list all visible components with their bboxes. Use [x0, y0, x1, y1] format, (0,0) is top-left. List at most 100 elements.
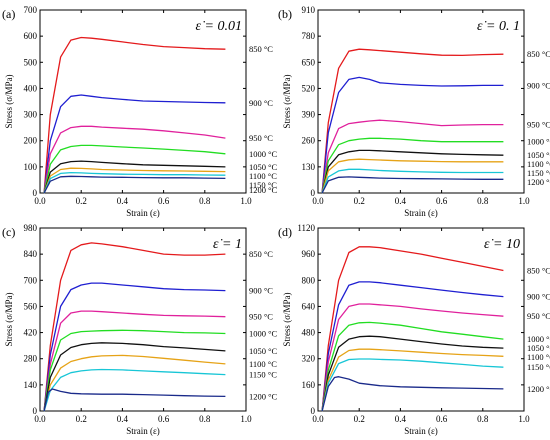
series-line-1150	[43, 368, 226, 412]
y-tick-label: 700	[24, 275, 38, 285]
y-tick-label: 320	[302, 354, 316, 364]
y-tick-label: 910	[302, 5, 316, 15]
x-tick-label: 0.2	[354, 414, 365, 424]
series-label: 850 °C	[249, 249, 273, 259]
series-line-1050	[321, 149, 504, 194]
y-tick-label: 0	[311, 188, 316, 198]
x-tick-label: 0.8	[477, 196, 489, 206]
x-axis-label: Strain (ε)	[404, 426, 438, 436]
y-tick-label: 390	[302, 110, 316, 120]
x-tick-label: 0.2	[76, 196, 87, 206]
x-tick-label: 0.6	[158, 196, 170, 206]
x-tick-label: 0.6	[436, 414, 448, 424]
x-axis-label: Strain (ε)	[126, 426, 160, 436]
series-label: 1150 °C	[527, 362, 550, 372]
y-tick-label: 400	[24, 83, 38, 93]
series-label: 1050 °C	[527, 343, 550, 353]
series-label: 900 °C	[527, 292, 550, 302]
x-tick-label: 0.6	[436, 196, 448, 206]
series-label: 950 °C	[527, 311, 550, 321]
series-line-950	[321, 303, 504, 412]
series-line-1100	[321, 348, 504, 412]
x-tick-label: 1.0	[518, 414, 530, 424]
series-label: 900 °C	[249, 286, 273, 296]
series-label: 1200 °C	[249, 185, 278, 195]
x-tick-label: 1.0	[518, 196, 530, 206]
series-line-950	[43, 310, 226, 412]
series-label: 1200 °C	[249, 391, 278, 401]
y-axis-label: Stress (σ/MPa)	[282, 74, 292, 128]
x-tick-label: 0.8	[199, 414, 211, 424]
y-tick-label: 840	[24, 249, 38, 259]
panel-label: (b)	[278, 7, 292, 21]
chart-panel-4: 0 160 320 480 640 800 960 1120 0.0 0.2 0.4 0.6 0.8 1.…	[278, 223, 550, 436]
series-line-900	[43, 282, 226, 412]
series-label: 1200 °C	[527, 384, 550, 394]
x-tick-label: 0.0	[312, 414, 324, 424]
panel-label: (c)	[2, 225, 15, 239]
y-tick-label: 980	[24, 223, 38, 233]
series-line-850	[321, 246, 504, 412]
series-label: 1050 °C	[249, 346, 278, 356]
y-tick-label: 640	[302, 301, 316, 311]
y-tick-label: 300	[24, 110, 38, 120]
x-tick-label: 0.2	[354, 196, 365, 206]
series-label: 1100 °C	[249, 171, 277, 181]
series-label: 1150 °C	[527, 168, 550, 178]
series-line-1050	[43, 342, 226, 412]
y-axis-label: Stress (σ/MPa)	[4, 74, 14, 128]
y-tick-label: 560	[24, 301, 38, 311]
series-label: 850 °C	[249, 44, 273, 54]
series-label: 950 °C	[249, 312, 273, 322]
series-line-850	[43, 242, 226, 412]
x-tick-label: 1.0	[240, 196, 252, 206]
x-tick-label: 0.0	[34, 196, 46, 206]
series-label: 1150 °C	[249, 370, 277, 380]
series-label: 1050 °C	[249, 162, 278, 172]
series-line-1150	[321, 358, 504, 412]
series-label: 1000 °C	[249, 329, 278, 339]
y-tick-label: 780	[302, 31, 316, 41]
y-tick-label: 650	[302, 57, 316, 67]
series-line-1200	[43, 175, 226, 194]
x-axis-label: Strain (ε)	[126, 208, 160, 218]
series-line-1200	[43, 388, 226, 412]
y-axis-label: Stress (σ/MPa)	[282, 292, 292, 346]
y-tick-label: 700	[24, 5, 38, 15]
series-line-1050	[43, 160, 226, 194]
series-line-1150	[321, 168, 504, 194]
chart-panel-2: 0 130 260 390 520 650 780 910 0.0 0.2 0.4 0.6 0.8 1.0…	[278, 5, 550, 218]
series-line-1100	[43, 354, 226, 412]
plot-frame	[317, 9, 525, 194]
series-line-1000	[321, 321, 504, 412]
x-tick-label: 0.0	[312, 196, 324, 206]
strain-rate-label: ε̇ = 1	[213, 237, 242, 252]
series-line-850	[321, 48, 504, 194]
series-label: 850 °C	[527, 265, 550, 275]
series-label: 1000 °C	[527, 137, 550, 147]
series-line-900	[321, 76, 504, 194]
y-tick-label: 800	[302, 275, 316, 285]
series-line-950	[43, 125, 226, 194]
series-line-1200	[321, 176, 504, 194]
series-line-1100	[43, 167, 226, 194]
series-label: 1000 °C	[527, 334, 550, 344]
series-label: 1000 °C	[249, 149, 278, 159]
y-tick-label: 0	[33, 406, 38, 416]
y-tick-label: 160	[302, 380, 316, 390]
series-label: 1100 °C	[527, 352, 550, 362]
series-label: 950 °C	[249, 133, 273, 143]
panel-label: (a)	[2, 7, 15, 21]
series-line-1100	[321, 158, 504, 194]
series-line-1150	[43, 171, 226, 194]
x-tick-label: 0.4	[395, 196, 407, 206]
series-line-900	[43, 94, 226, 194]
y-tick-label: 0	[33, 188, 38, 198]
y-axis-label: Stress (σ/MPa)	[4, 292, 14, 346]
series-label: 900 °C	[527, 80, 550, 90]
x-tick-label: 0.2	[76, 414, 87, 424]
y-tick-label: 260	[302, 136, 316, 146]
x-tick-label: 1.0	[240, 414, 252, 424]
x-tick-label: 0.4	[395, 414, 407, 424]
